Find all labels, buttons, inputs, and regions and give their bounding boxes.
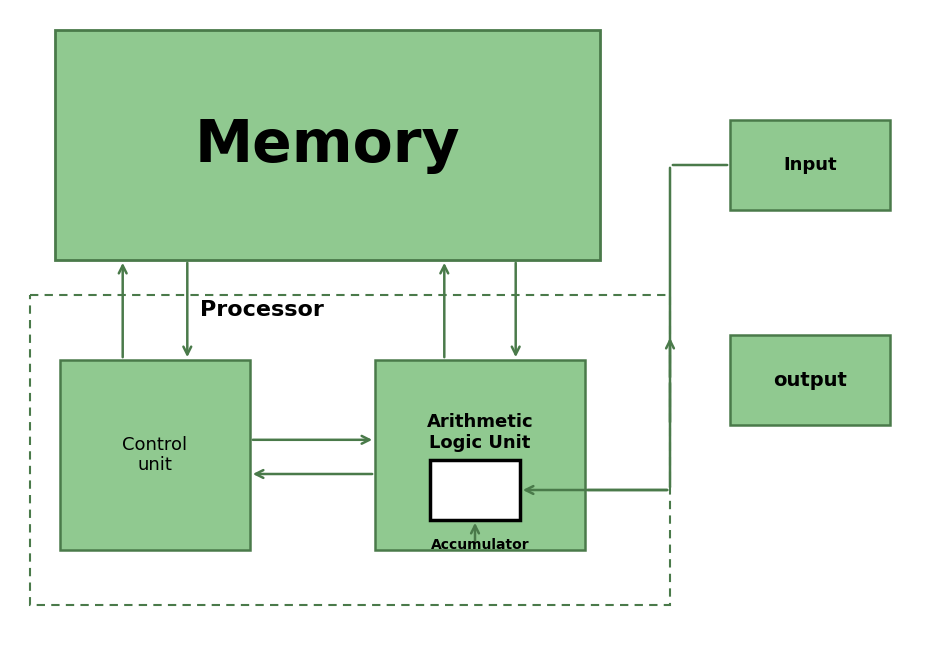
- Text: Processor: Processor: [200, 300, 324, 320]
- Bar: [60, 360, 250, 550]
- Bar: [55, 30, 600, 260]
- Text: Control
unit: Control unit: [122, 436, 187, 474]
- Bar: [730, 120, 890, 210]
- Bar: [30, 295, 670, 605]
- Text: Memory: Memory: [195, 116, 460, 174]
- Text: Accumulator: Accumulator: [431, 538, 529, 552]
- Text: Input: Input: [783, 156, 837, 174]
- Bar: [430, 460, 520, 520]
- Bar: [730, 335, 890, 425]
- Bar: [375, 360, 585, 550]
- Text: output: output: [773, 370, 847, 389]
- Text: Arithmetic
Logic Unit: Arithmetic Logic Unit: [426, 413, 533, 452]
